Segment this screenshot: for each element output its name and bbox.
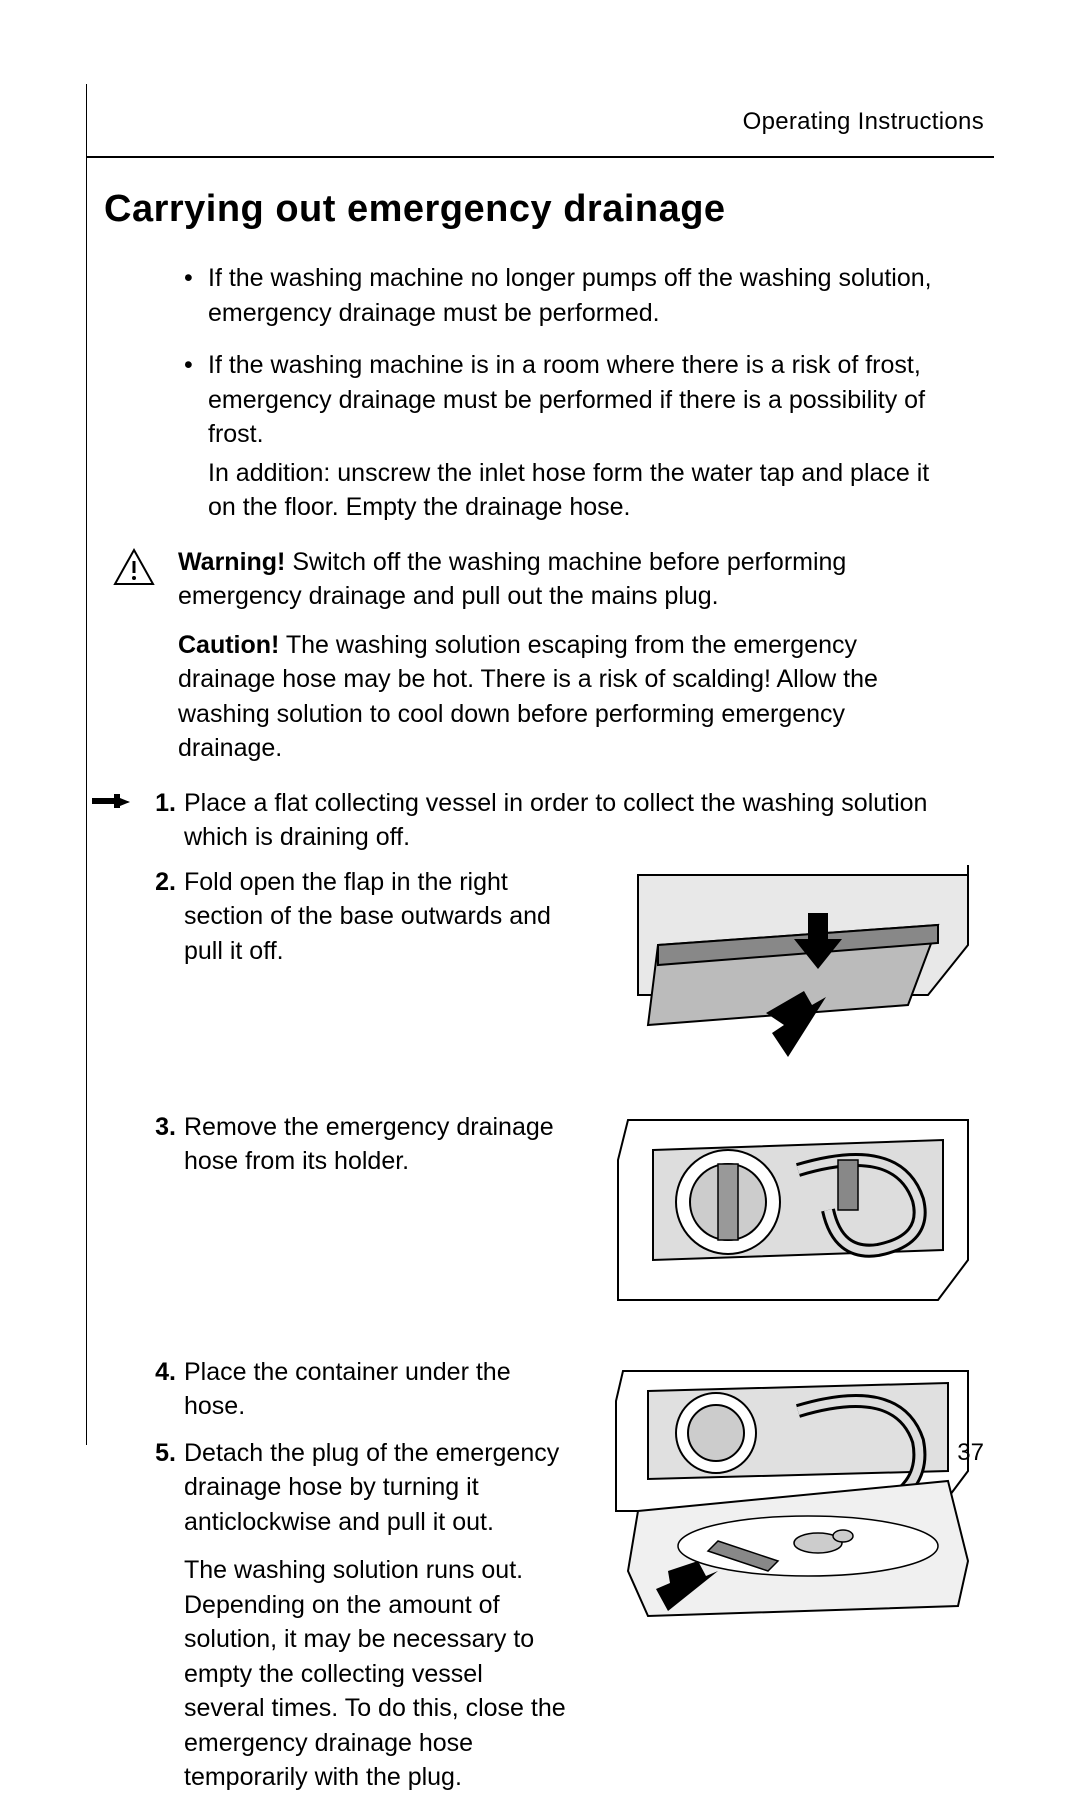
step-text: Place the container under the hose. [184, 1355, 568, 1424]
bullet-text: If the washing machine no longer pumps o… [208, 261, 944, 330]
step-number: 2. [140, 865, 184, 969]
bullet-item: • If the washing machine is in a room wh… [180, 348, 944, 452]
caution-icon-spacer [90, 628, 178, 766]
step-1: 1. Place a flat collecting vessel in ord… [90, 786, 944, 855]
pointer-spacer [90, 1110, 140, 1179]
step-3-row: 3. Remove the emergency drainage hose fr… [90, 1110, 978, 1315]
step-2-row: 2. Fold open the flap in the right secti… [90, 865, 978, 1070]
step-5-paragraph: The washing solution runs out. Depending… [184, 1553, 568, 1795]
step-number: 4. [140, 1355, 184, 1424]
pointing-hand-icon [90, 786, 140, 855]
step-text: Remove the emergency drainage hose from … [184, 1110, 568, 1179]
pointer-spacer [90, 865, 140, 969]
warning-block: Warning! Switch off the washing machine … [90, 545, 944, 614]
caution-body: The washing solution escaping from the e… [178, 631, 878, 763]
section-title: Carrying out emergency drainage [104, 188, 994, 231]
pointer-spacer [90, 1436, 140, 1540]
pointer-spacer [90, 1355, 140, 1424]
step-number: 5. [140, 1436, 184, 1540]
step-number: 3. [140, 1110, 184, 1179]
figure-flap [598, 865, 978, 1070]
step-number: 1. [140, 786, 184, 855]
bullet-dot-icon: • [180, 348, 208, 452]
content-area: Carrying out emergency drainage • If the… [86, 170, 994, 1409]
bullet-addition: In addition: unscrew the inlet hose form… [208, 456, 944, 525]
bullet-text: If the washing machine is in a room wher… [208, 348, 944, 452]
step-text: Fold open the flap in the right section … [184, 865, 568, 969]
figure-hose-holder [598, 1110, 978, 1315]
bullet-item: • If the washing machine no longer pumps… [180, 261, 944, 330]
num-spacer [140, 1553, 184, 1795]
warning-label: Warning! [178, 548, 285, 576]
caution-text: Caution! The washing solution escaping f… [178, 628, 944, 766]
warning-text: Warning! Switch off the washing machine … [178, 545, 944, 614]
warning-triangle-icon [90, 545, 178, 614]
bullet-dot-icon: • [180, 261, 208, 330]
caution-block: Caution! The washing solution escaping f… [90, 628, 944, 766]
figure-drain-container [598, 1361, 978, 1626]
step-text: Detach the plug of the emergency drainag… [184, 1436, 568, 1540]
page-number: 37 [957, 1439, 984, 1467]
intro-bullets: • If the washing machine no longer pumps… [180, 261, 944, 452]
pointer-spacer [90, 1553, 140, 1795]
caution-label: Caution! [178, 631, 279, 659]
step-text: Place a flat collecting vessel in order … [184, 786, 944, 855]
step-4-5-row: 4. Place the container under the hose. 5… [90, 1355, 978, 1795]
